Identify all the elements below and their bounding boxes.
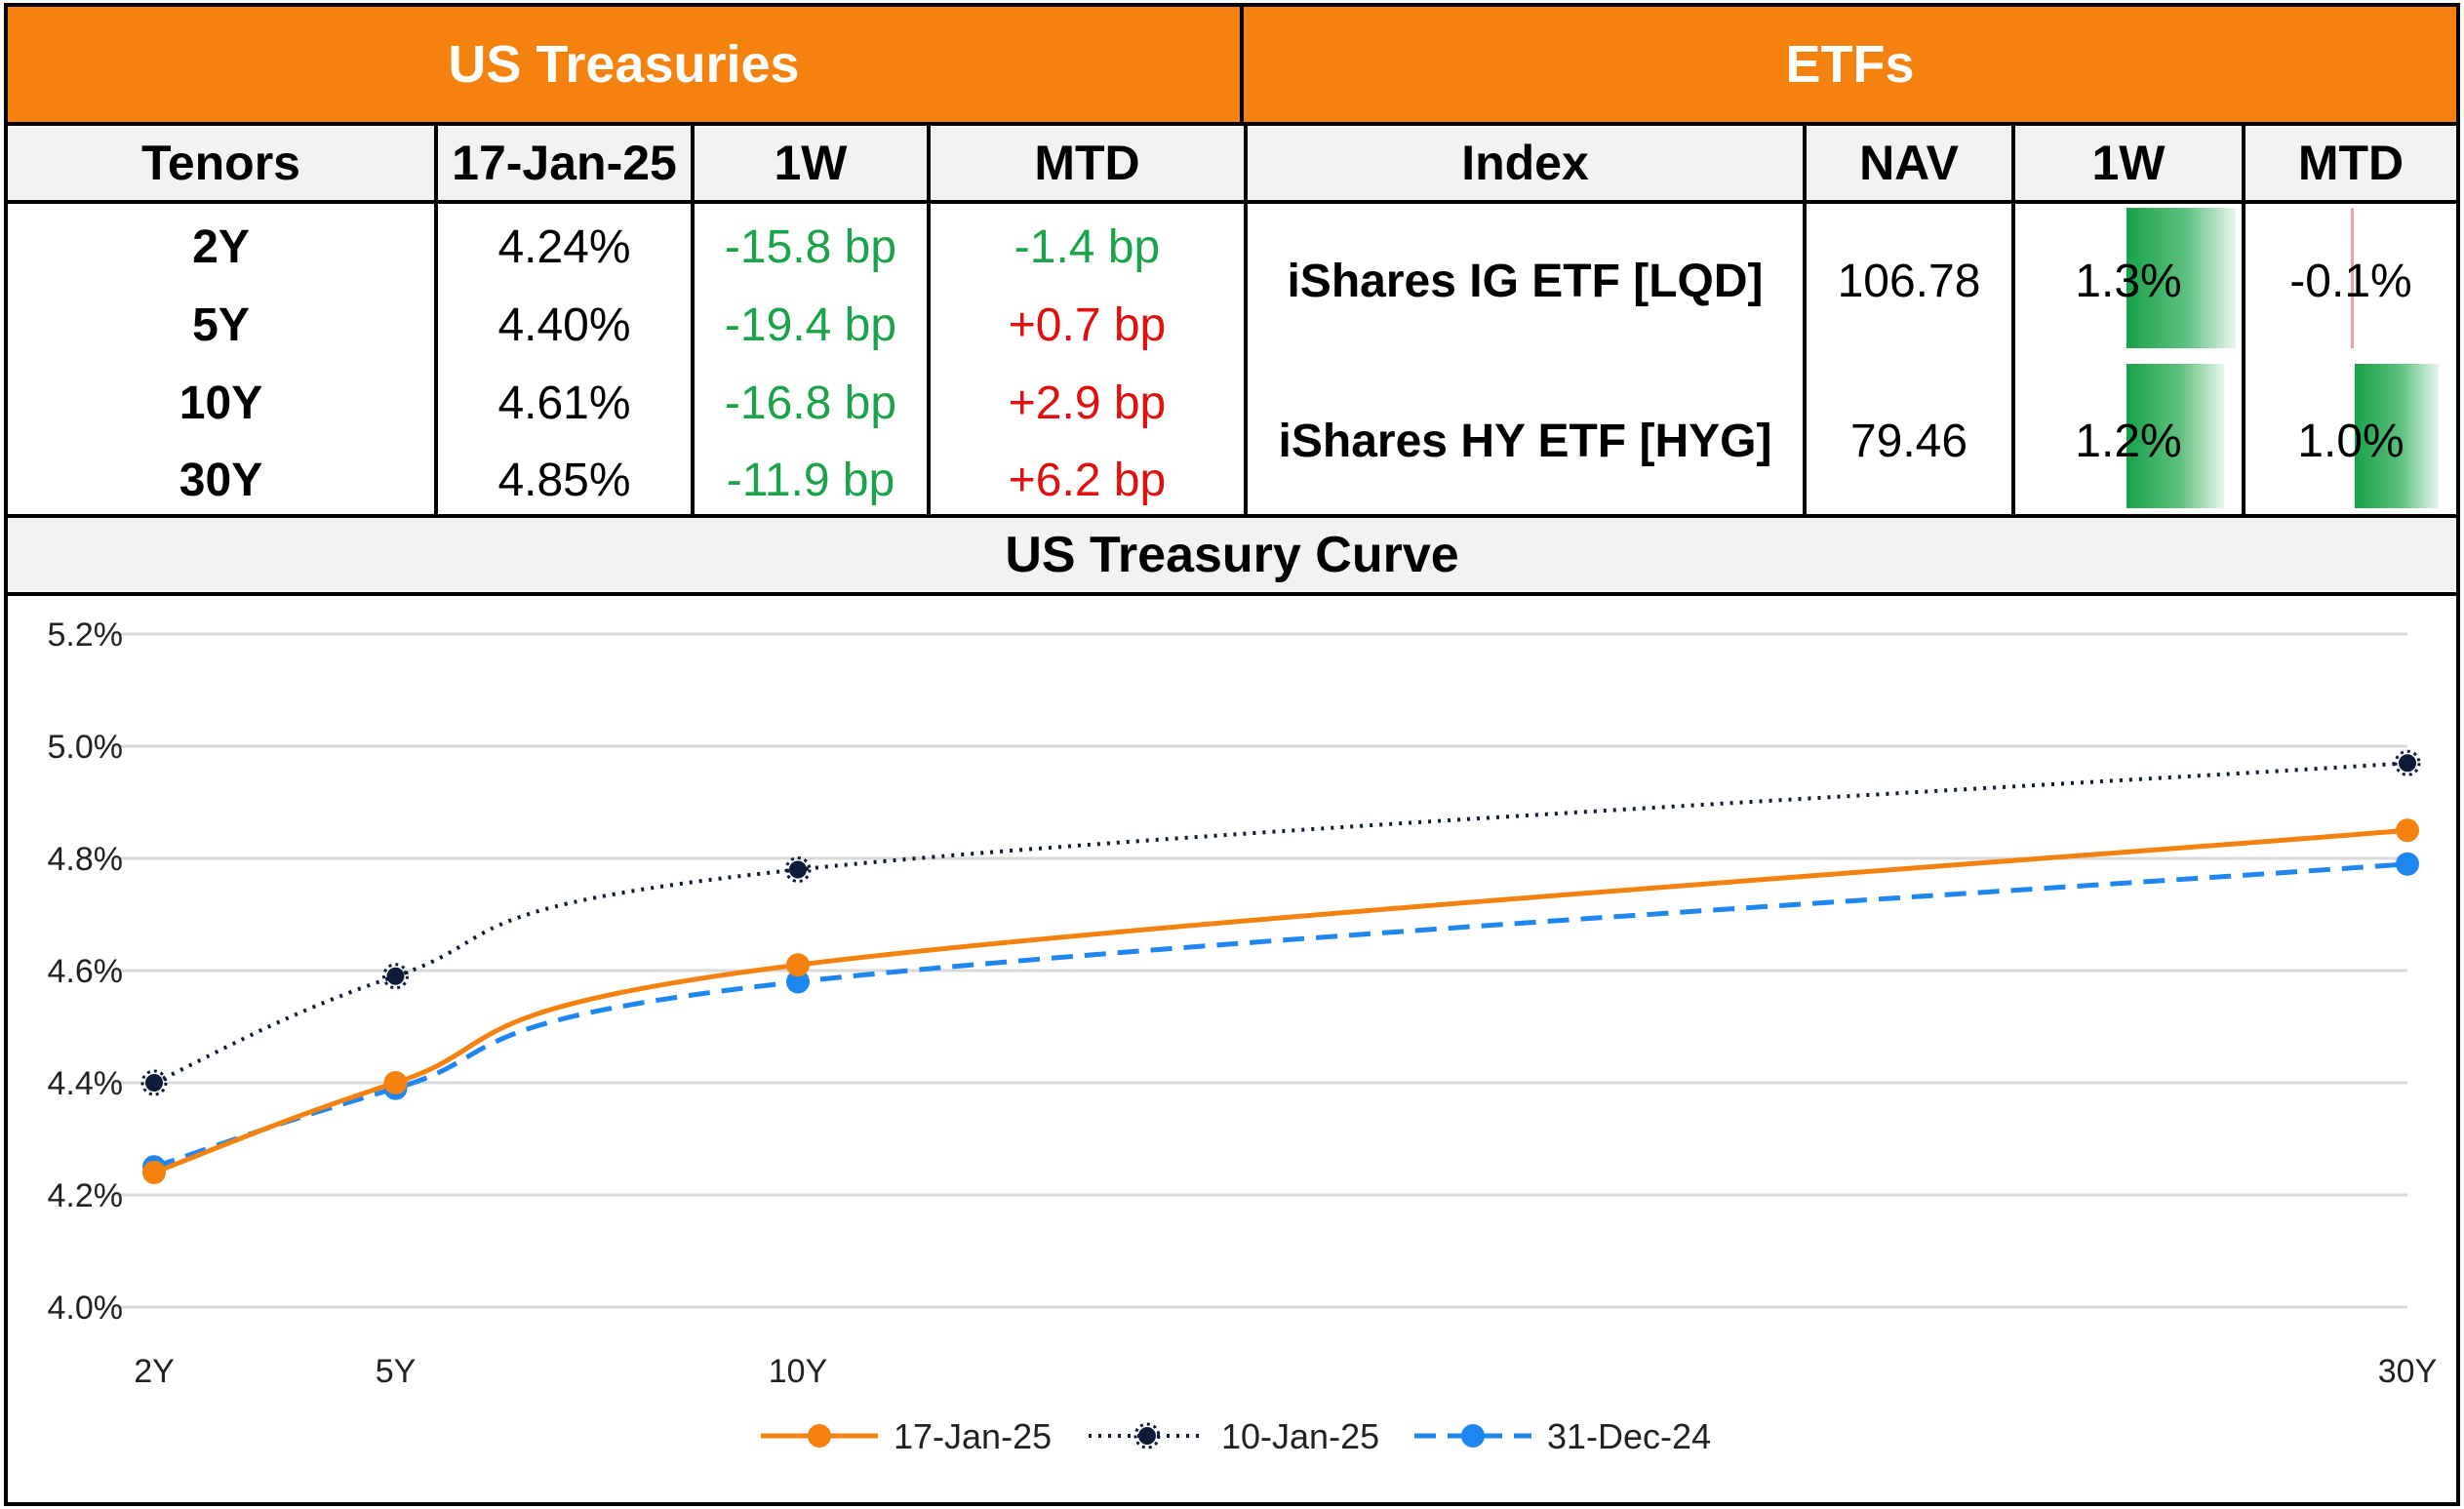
data-point: [789, 860, 807, 879]
y-tick-label: 4.8%: [48, 841, 124, 878]
mtd-2y: -1.4 bp: [1013, 220, 1161, 273]
header-tenors: Tenors: [8, 126, 438, 204]
divider: [2011, 204, 2015, 518]
hyg-mtd-databar: [2355, 364, 2439, 508]
w1-10y: -16.8 bp: [724, 377, 897, 429]
tenor-2y: 2Y: [192, 220, 250, 273]
data-point-ring: [784, 856, 812, 883]
yield-10y: 4.61%: [497, 377, 631, 429]
mtd-hyg: 1.0%: [2297, 415, 2404, 467]
divider: [434, 204, 438, 518]
data-point: [808, 1424, 831, 1448]
y-tick-label: 4.4%: [48, 1065, 124, 1102]
mtd-5y: +0.7 bp: [1008, 298, 1167, 351]
tenor-10y: 10Y: [179, 377, 263, 429]
dashboard-frame: US Treasuries ETFs Tenors 17-Jan-25 1W M…: [4, 3, 2460, 1506]
w1-lqd: 1.3%: [2075, 255, 2182, 307]
etfs-banner: ETFs: [1244, 7, 2456, 126]
data-point: [2399, 754, 2416, 773]
divider: [1803, 204, 1807, 518]
data-point: [786, 953, 810, 977]
divider: [8, 514, 2456, 518]
header-date: 17-Jan-25: [438, 126, 695, 204]
data-point-ring: [140, 1069, 168, 1096]
header-etf-1w: 1W: [2015, 126, 2245, 204]
lqd-mtd-databar: [2351, 208, 2354, 348]
header-ust-mtd: MTD: [931, 126, 1248, 204]
mtd-10y: +2.9 bp: [1008, 377, 1167, 429]
mtd-lqd: -0.1%: [2289, 255, 2412, 307]
header-nav: NAV: [1807, 126, 2015, 204]
legend-label: 17-Jan-25: [894, 1416, 1052, 1456]
x-tick-label: 10Y: [769, 1353, 828, 1390]
data-point: [2396, 852, 2419, 876]
data-point: [1461, 1424, 1485, 1448]
chart-title: US Treasury Curve: [8, 518, 2456, 596]
divider: [691, 204, 695, 518]
mtd-30y: +6.2 bp: [1008, 454, 1167, 506]
header-index: Index: [1248, 126, 1807, 204]
yield-5y: 4.40%: [497, 298, 631, 351]
data-point-ring: [382, 963, 409, 990]
series-line-17-Jan-25: [153, 827, 2408, 1175]
header-ust-1w: 1W: [695, 126, 931, 204]
header-etf-mtd: MTD: [2245, 126, 2456, 204]
nav-hyg: 79.46: [1849, 415, 1968, 467]
divider: [927, 204, 931, 518]
w1-hyg: 1.2%: [2075, 415, 2182, 467]
y-tick-label: 4.6%: [48, 953, 124, 990]
lqd-1w-databar: [2126, 208, 2236, 348]
treasury-curve-chart: 4.0% 4.2% 4.4% 4.6% 4.8% 5.0% 5.2% 2Y 5Y 10Y 30Y 17…: [48, 616, 2438, 1456]
data-point: [142, 1161, 166, 1184]
w1-2y: -15.8 bp: [724, 220, 897, 273]
us-treasuries-banner: US Treasuries: [8, 7, 1244, 126]
data-point: [383, 1071, 408, 1094]
data-point: [786, 970, 810, 994]
data-point: [2396, 818, 2419, 843]
data-point: [386, 967, 405, 985]
series-line-31-Dec-24: [153, 861, 2408, 1170]
y-tick-label: 4.0%: [48, 1290, 124, 1327]
data-point: [145, 1074, 163, 1092]
etf-name-lqd: iShares IG ETF [LQD]: [1287, 255, 1764, 307]
hyg-1w-databar: [2126, 364, 2224, 508]
x-tick-label: 30Y: [2378, 1353, 2438, 1390]
data-point-ring: [2394, 749, 2421, 776]
w1-30y: -11.9 bp: [726, 454, 895, 506]
divider: [2242, 204, 2245, 518]
x-tick-label: 2Y: [134, 1353, 175, 1390]
tenor-5y: 5Y: [192, 298, 250, 351]
yield-2y: 4.24%: [497, 220, 631, 273]
legend-label: 31-Dec-24: [1547, 1416, 1711, 1456]
legend-label: 10-Jan-25: [1221, 1416, 1379, 1456]
series-line-10-Jan-25: [153, 761, 2408, 1085]
data-point: [1138, 1427, 1156, 1445]
yield-30y: 4.85%: [497, 454, 631, 506]
x-tick-label: 5Y: [376, 1353, 417, 1390]
w1-5y: -19.4 bp: [724, 298, 897, 351]
divider: [1244, 204, 1248, 518]
y-tick-label: 5.0%: [48, 729, 124, 766]
etf-name-hyg: iShares HY ETF [HYG]: [1278, 415, 1772, 467]
tenor-30y: 30Y: [179, 454, 263, 506]
nav-lqd: 106.78: [1837, 255, 1981, 307]
data-point-ring: [1133, 1422, 1161, 1449]
y-tick-label: 5.2%: [48, 616, 124, 654]
y-tick-label: 4.2%: [48, 1177, 124, 1214]
